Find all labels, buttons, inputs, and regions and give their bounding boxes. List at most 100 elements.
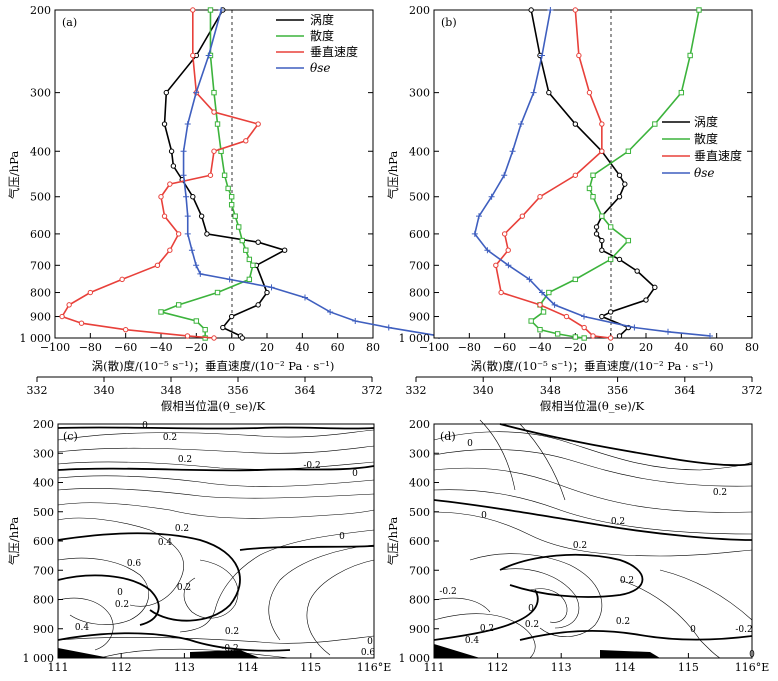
panel-b-xlabel: 涡(散)度/(10⁻⁵ s⁻¹)；垂直速度/(10⁻² Pa · s⁻¹) bbox=[471, 359, 714, 373]
y-tick-label: 900 bbox=[409, 311, 430, 324]
data-point bbox=[572, 121, 579, 127]
data-point bbox=[168, 148, 175, 154]
data-point bbox=[540, 309, 547, 315]
panel-d: (d) 00.200.20.20.2-0.200.20.40.2 0.2 0 -0.2… bbox=[386, 418, 769, 674]
data-point bbox=[518, 121, 524, 128]
x-tick-label: 0 bbox=[228, 341, 235, 354]
data-point bbox=[599, 148, 605, 154]
contour-label: 0 bbox=[142, 421, 148, 431]
series-line bbox=[473, 9, 711, 337]
data-point bbox=[225, 185, 231, 192]
x-tick-label: −100 bbox=[419, 341, 449, 354]
y-tick-label: 200 bbox=[409, 418, 430, 431]
data-point bbox=[175, 231, 182, 237]
contour-label: 0.2 bbox=[713, 488, 727, 498]
panel-c-contour-labels: 00.20.2-0.200.200.40.60.200.20.4 0.2-0.20… bbox=[75, 421, 376, 658]
panel-a-theta-ticks: 332 340 348 356 364 372 bbox=[27, 377, 383, 397]
panel-c: (c) 00.20.2-0.200.200.40.60.200.20.4 0.2-… bbox=[7, 418, 391, 674]
series-line bbox=[158, 10, 254, 338]
data-point bbox=[554, 331, 561, 337]
data-point bbox=[119, 276, 125, 283]
y-tick-label: 900 bbox=[33, 623, 54, 636]
data-point bbox=[539, 289, 545, 296]
x-tick-label: 40 bbox=[295, 341, 309, 354]
data-point bbox=[190, 194, 196, 200]
data-point bbox=[493, 262, 499, 269]
data-point bbox=[59, 313, 65, 320]
panel-c-contours bbox=[57, 426, 375, 652]
data-point bbox=[586, 185, 593, 192]
data-point bbox=[498, 289, 504, 296]
data-point bbox=[228, 202, 235, 208]
data-point bbox=[581, 313, 587, 320]
x-tick-label: 111 bbox=[48, 661, 69, 674]
data-point bbox=[586, 89, 593, 96]
x-tick-label: −100 bbox=[40, 341, 70, 354]
contour-label: 0 bbox=[352, 469, 358, 479]
data-point bbox=[519, 213, 526, 219]
data-point bbox=[211, 109, 217, 115]
data-point bbox=[161, 121, 168, 127]
contour-label: 0.2 bbox=[611, 517, 625, 527]
theta-tick-label: 356 bbox=[228, 384, 249, 397]
data-point bbox=[184, 213, 191, 220]
panel-a-xlabel: 涡(散)度/(10⁻⁵ s⁻¹)；垂直速度/(10⁻² Pa · s⁻¹) bbox=[92, 359, 335, 373]
data-point bbox=[488, 193, 495, 200]
panel-b-legend: 涡度 散度 垂直速度 θse bbox=[662, 114, 742, 180]
data-point bbox=[255, 121, 261, 127]
y-tick-label: 500 bbox=[33, 506, 54, 519]
x-tick-label: 40 bbox=[674, 341, 688, 354]
data-point bbox=[163, 89, 170, 96]
y-tick-label: 600 bbox=[409, 228, 430, 241]
panel-d-contour-labels: 00.200.20.20.2-0.200.20.40.20.20-0.20 bbox=[439, 439, 755, 660]
data-point bbox=[193, 262, 200, 269]
data-point bbox=[207, 7, 214, 13]
data-point bbox=[243, 138, 249, 144]
data-point bbox=[184, 121, 191, 128]
y-tick-label: 500 bbox=[30, 191, 51, 204]
data-point bbox=[572, 172, 579, 178]
x-tick-label: 60 bbox=[710, 341, 724, 354]
panel-d-label: (d) bbox=[440, 430, 456, 443]
data-point bbox=[625, 237, 632, 244]
data-point bbox=[572, 276, 579, 283]
data-point bbox=[547, 7, 554, 13]
data-point bbox=[207, 172, 214, 178]
y-tick-label: 1 000 bbox=[399, 652, 431, 665]
data-point bbox=[599, 213, 605, 219]
data-point bbox=[211, 148, 217, 154]
y-tick-label: 600 bbox=[33, 535, 54, 548]
contour-label: -0.2 bbox=[439, 587, 456, 597]
data-point bbox=[228, 194, 235, 200]
contour-label: 0.2 bbox=[573, 541, 587, 551]
legend-a-divergence: 散度 bbox=[310, 28, 334, 43]
data-point bbox=[599, 313, 605, 320]
y-tick-label: 1 000 bbox=[20, 332, 52, 345]
y-tick-label: 1 000 bbox=[23, 652, 55, 665]
x-tick-label: −20 bbox=[564, 341, 587, 354]
data-point bbox=[175, 302, 182, 308]
data-point bbox=[184, 230, 191, 237]
data-point bbox=[537, 302, 543, 308]
data-point bbox=[537, 194, 543, 200]
data-point bbox=[590, 194, 596, 200]
y-tick-label: 900 bbox=[409, 623, 430, 636]
theta-tick-label: 356 bbox=[607, 384, 628, 397]
x-tick-label: 0 bbox=[607, 341, 614, 354]
y-tick-label: 700 bbox=[409, 259, 430, 272]
data-point bbox=[193, 318, 200, 324]
legend-a-vorticity: 涡度 bbox=[310, 12, 334, 27]
data-point bbox=[599, 121, 605, 127]
data-point bbox=[576, 52, 582, 59]
data-point bbox=[607, 335, 614, 341]
data-point bbox=[214, 121, 221, 127]
data-point bbox=[211, 89, 217, 96]
x-tick-label: 112 bbox=[111, 661, 132, 674]
data-point bbox=[218, 7, 225, 13]
theta-tick-label: 340 bbox=[473, 384, 494, 397]
x-tick-label: 114 bbox=[237, 661, 258, 674]
data-point bbox=[526, 276, 533, 283]
x-tick-label: 111 bbox=[424, 661, 445, 674]
data-point bbox=[528, 7, 534, 13]
